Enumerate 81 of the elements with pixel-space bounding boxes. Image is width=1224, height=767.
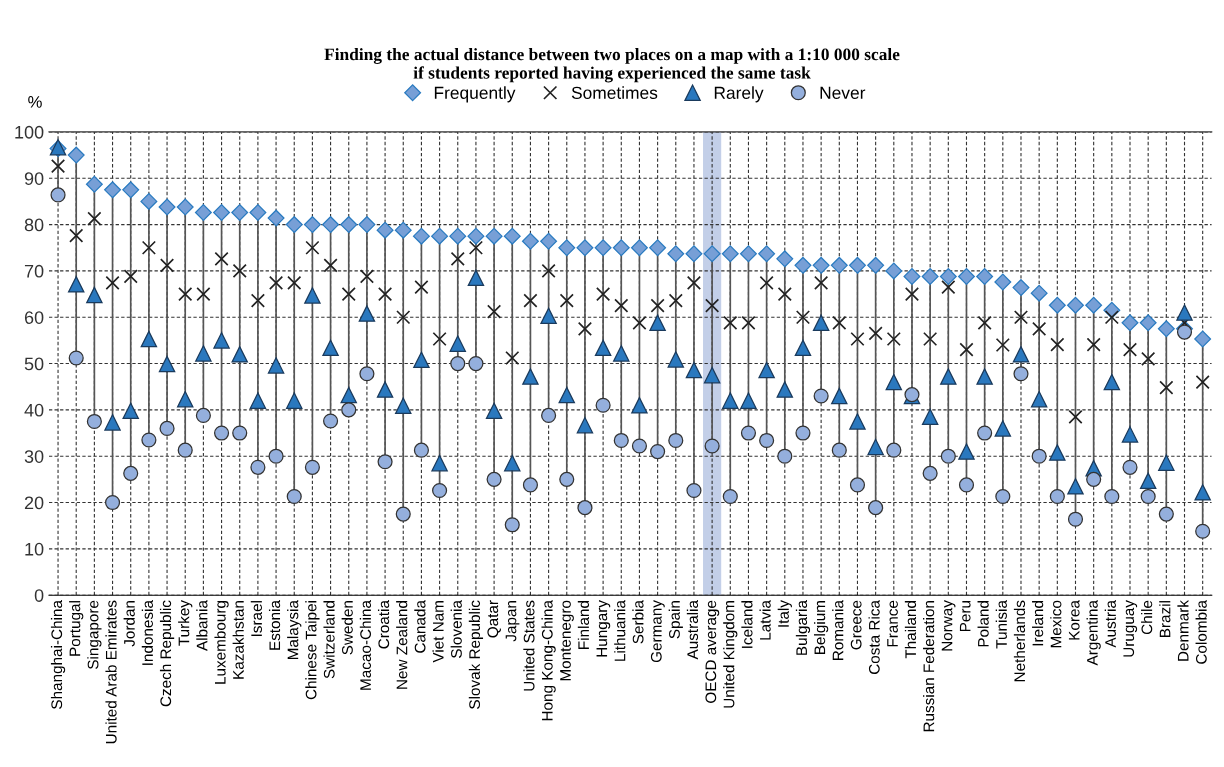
y-tick-label: 20 <box>24 496 44 510</box>
chart-title: Finding the actual distance between two places on a map with a 1:10 000 scale if students reported having experienced the same task <box>324 48 900 83</box>
y-tick-label: 100 <box>15 125 44 139</box>
x-tick-label: Costa Rica <box>868 600 880 674</box>
x-tick-label: New Zealand <box>396 601 408 689</box>
x-tick-label: Sweden <box>341 601 353 655</box>
x-tick-label: Belgium <box>814 601 829 654</box>
x-tick-label: Qatar <box>487 600 501 638</box>
x-tick-label: France <box>887 600 898 647</box>
x-tick-label: Argentina <box>1086 600 1101 666</box>
y-tick-label: 40 <box>24 403 44 417</box>
y-tick-label: 10 <box>25 542 44 556</box>
x-tick-label: Uruguay <box>1123 600 1138 657</box>
x-tick-label: Austria <box>1104 600 1116 648</box>
x-tick-label: Shanghai-China <box>50 600 66 709</box>
x-tick-label: Chile <box>1141 600 1153 635</box>
x-tick-label: Hungary <box>596 600 611 657</box>
x-tick-label: Norway <box>941 600 956 651</box>
x-tick-label: Czech Republic <box>159 600 175 707</box>
x-tick-label: United States <box>523 600 535 691</box>
x-tick-label: Estonia <box>268 600 281 650</box>
x-tick-label: Albania <box>196 600 208 651</box>
x-tick-label: Germany <box>650 600 665 663</box>
x-tick-label: Greece <box>850 600 862 650</box>
x-tick-label: Brazil <box>1159 601 1171 637</box>
x-tick-label: Latvia <box>759 600 771 640</box>
x-tick-label: OECD average <box>705 600 720 703</box>
x-tick-label: Turkey <box>178 600 193 646</box>
x-tick-label: Kazakhstan <box>232 601 244 679</box>
x-tick-label: Slovak Republic <box>468 600 484 709</box>
x-tick-label: Denmark <box>1177 600 1189 661</box>
x-tick-label: Bulgaria <box>795 600 811 655</box>
x-tick-label: Ireland <box>1032 601 1044 646</box>
x-tick-label: Poland <box>977 601 989 647</box>
x-tick-label: Mexico <box>1050 600 1062 648</box>
x-tick-label: Montenegro <box>560 600 574 681</box>
x-tick-label: Peru <box>959 601 971 632</box>
x-tick-label: Iceland <box>741 601 753 648</box>
x-tick-label: Indonesia <box>141 600 153 665</box>
x-tick-label: Hong Kong-China <box>541 600 556 721</box>
x-tick-label: Lithuania <box>614 600 626 661</box>
x-tick-label: Switzerland <box>323 601 335 679</box>
x-tick-label: Netherlands <box>1013 600 1026 682</box>
x-tick-label: Romania <box>832 600 844 660</box>
x-tick-label: Chinese Taipei <box>305 601 320 700</box>
x-tick-label: Canada <box>414 600 426 653</box>
y-tick-label: 30 <box>24 450 44 463</box>
y-tick-label: 90 <box>24 172 44 185</box>
x-tick-label: Tunisia <box>995 600 1007 649</box>
y-tick-label: 70 <box>24 264 44 278</box>
x-tick-label: Malaysia <box>287 600 302 660</box>
x-tick-label: Serbia <box>632 600 644 644</box>
x-tick-label: Croatia <box>377 600 390 649</box>
x-tick-label: Russian Federation <box>923 601 935 732</box>
legend-label: Never <box>820 86 866 99</box>
x-tick-label: Viet Nam <box>432 601 444 663</box>
x-tick-label: Australia <box>686 600 699 660</box>
x-tick-label: Slovenia <box>450 600 462 658</box>
legend-label: Rarely <box>714 86 764 103</box>
x-tick-label: United Kingdom <box>723 601 738 708</box>
x-tick-label: Korea <box>1068 600 1080 640</box>
x-tick-label: Singapore <box>87 600 102 670</box>
x-tick-label: United Arab Emirates <box>105 600 117 744</box>
x-tick-label: Macao-China <box>359 600 372 690</box>
y-tick-label: 50 <box>24 357 44 371</box>
x-tick-label: Israel <box>250 601 262 636</box>
y-tick-label: 60 <box>24 311 44 324</box>
y-axis-title: % <box>28 96 42 108</box>
y-tick-label: 0 <box>34 589 44 602</box>
x-tick-label: Jordan <box>123 601 135 647</box>
x-tick-label: Finland <box>577 601 590 649</box>
x-tick-label: Japan <box>505 601 520 642</box>
x-tick-label: Portugal <box>69 601 84 656</box>
x-tick-label: Thailand <box>904 601 917 659</box>
legend-label: Sometimes <box>571 86 658 99</box>
y-tick-label: 80 <box>24 218 44 232</box>
x-tick-label: Luxembourg <box>214 601 229 684</box>
x-tick-label: Spain <box>668 601 683 639</box>
legend-label: Frequently <box>434 86 516 103</box>
x-tick-label: Italy <box>777 600 792 627</box>
x-tick-label: Colombia <box>1195 600 1207 664</box>
